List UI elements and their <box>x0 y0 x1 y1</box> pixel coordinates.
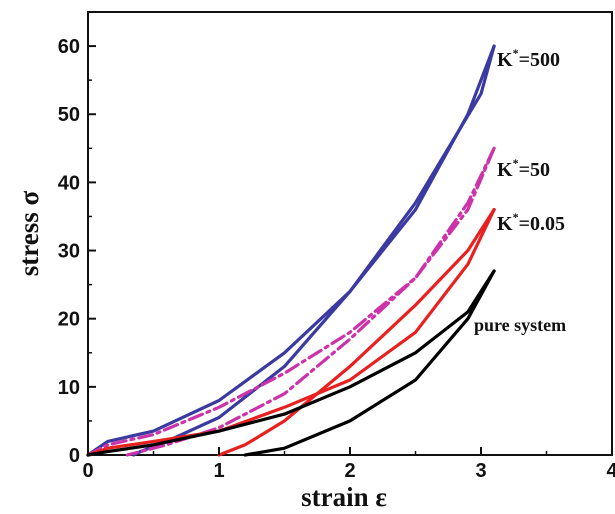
series-label-main: pure system <box>474 315 566 335</box>
series-2-loading-curve <box>86 208 496 457</box>
series-label-1: K*=50 <box>497 156 550 181</box>
series-2-unloading-curve <box>217 208 496 457</box>
series-label-sup: * <box>513 46 519 60</box>
y-tick-label: 60 <box>58 36 80 58</box>
y-axis-title: stress σ <box>14 190 44 276</box>
series-label-main: K <box>497 159 513 181</box>
y-tick-label: 50 <box>58 104 80 126</box>
y-tick-label: 0 <box>69 445 80 467</box>
y-axis-tick-labels: 0 10 20 30 40 50 60 <box>58 36 80 467</box>
series-1-loading-curve <box>86 146 496 457</box>
series-label-0: K*=500 <box>497 46 560 71</box>
y-tick-label: 20 <box>58 309 80 331</box>
x-tick-label: 4 <box>606 460 615 482</box>
curves <box>86 44 496 457</box>
series-label-rest: =500 <box>519 49 560 71</box>
series-label-rest: =50 <box>519 159 550 181</box>
y-tick-label: 40 <box>58 172 80 194</box>
x-tick-label: 3 <box>475 460 486 482</box>
series-3-unloading-curve <box>243 269 496 457</box>
x-tick-label: 2 <box>344 460 355 482</box>
series-label-2: K*=0.05 <box>497 210 565 235</box>
x-tick-label: 1 <box>213 460 224 482</box>
x-axis-ticks <box>87 447 613 455</box>
x-axis-title: strain ε <box>301 482 387 512</box>
series-label-main: K <box>497 49 513 71</box>
series-label-main: K <box>497 213 513 235</box>
y-axis-ticks <box>88 11 96 456</box>
x-tick-label: 0 <box>82 460 93 482</box>
series-1-unloading-curve <box>125 146 496 457</box>
y-tick-label: 10 <box>58 377 80 399</box>
series-label-3: pure system <box>474 315 566 335</box>
x-axis-tick-labels: 0 1 2 3 4 <box>82 460 615 482</box>
series-label-sup: * <box>513 210 519 224</box>
y-tick-label: 30 <box>58 241 80 263</box>
series-label-sup: * <box>513 156 519 170</box>
series-3-loading-curve <box>86 269 496 457</box>
series-label-rest: =0.05 <box>519 213 565 235</box>
